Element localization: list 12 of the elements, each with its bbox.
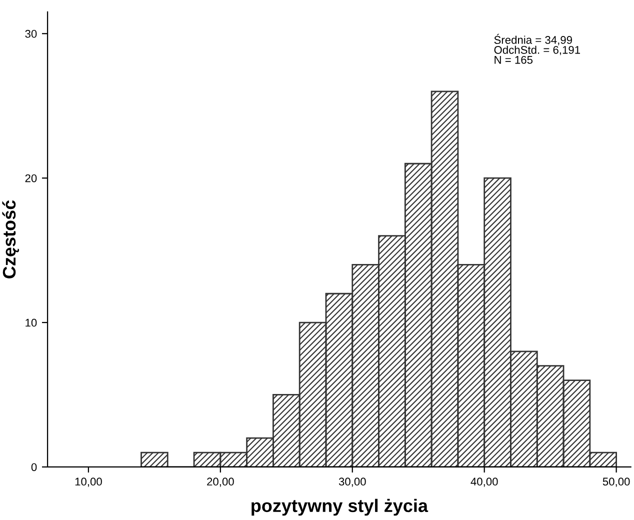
y-tick-label: 20 bbox=[25, 174, 37, 182]
y-tick-label: 30 bbox=[25, 30, 37, 38]
x-tick-label: 40,00 bbox=[470, 478, 498, 487]
x-axis-title: pozytywny styl życia bbox=[252, 498, 428, 516]
y-tick-label: 10 bbox=[26, 318, 37, 327]
annotation: Średnia = 34,99 OdchStd. = 6,191 N = 165 bbox=[494, 34, 580, 64]
x-tick-label: 20,00 bbox=[207, 478, 234, 487]
x-tick-label: 30,00 bbox=[338, 478, 366, 487]
x-tick-label: 10,00 bbox=[75, 478, 102, 487]
x-tick-label: 50,00 bbox=[602, 478, 630, 487]
y-tick-label: 0 bbox=[31, 463, 37, 472]
y-axis-title: Częstość bbox=[2, 200, 20, 278]
